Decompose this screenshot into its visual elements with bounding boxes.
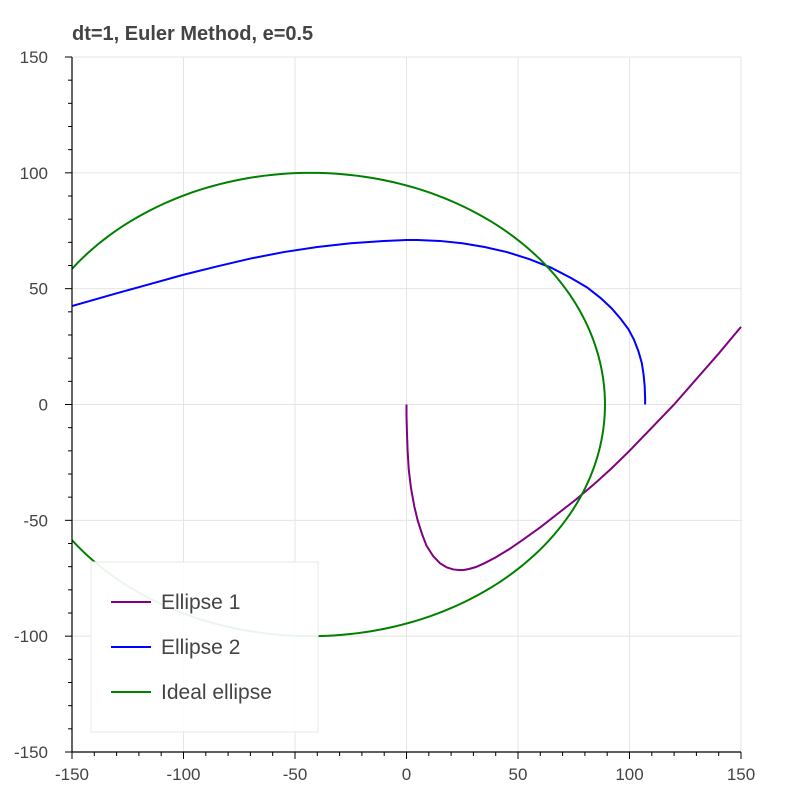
- legend-label: Ellipse 1: [161, 591, 240, 614]
- y-tick-label: -50: [23, 511, 48, 530]
- legend-label: Ideal ellipse: [161, 681, 272, 704]
- series-line-2: [72, 239, 647, 405]
- series-line-1: [405, 326, 742, 572]
- y-tick-label: 0: [39, 396, 48, 415]
- x-tick-label: -50: [283, 765, 308, 784]
- x-tick-label: 50: [509, 765, 528, 784]
- axes: -150 -100 -50 0 50 100 150 -150 -100 -50 0 50 100 150: [14, 48, 755, 784]
- legend-label: Ellipse 2: [161, 636, 240, 659]
- y-tick-label: -100: [14, 627, 48, 646]
- x-tick-label: -150: [55, 765, 89, 784]
- chart-title: dt=1, Euler Method, e=0.5: [72, 23, 313, 45]
- plot-area: [72, 171, 742, 638]
- x-tick-label: 150: [727, 765, 755, 784]
- grid-lines: [71, 56, 742, 753]
- legend: Ellipse 1 Ellipse 2 Ideal ellipse: [90, 561, 319, 733]
- y-tick-label: -150: [14, 743, 48, 762]
- series-line-3: [72, 171, 606, 638]
- y-tick-label: 100: [20, 164, 48, 183]
- y-tick-label: 150: [20, 48, 48, 67]
- x-tick-label: 100: [615, 765, 643, 784]
- x-tick-label: -100: [166, 765, 200, 784]
- y-tick-label: 50: [29, 280, 48, 299]
- x-tick-label: 0: [402, 765, 411, 784]
